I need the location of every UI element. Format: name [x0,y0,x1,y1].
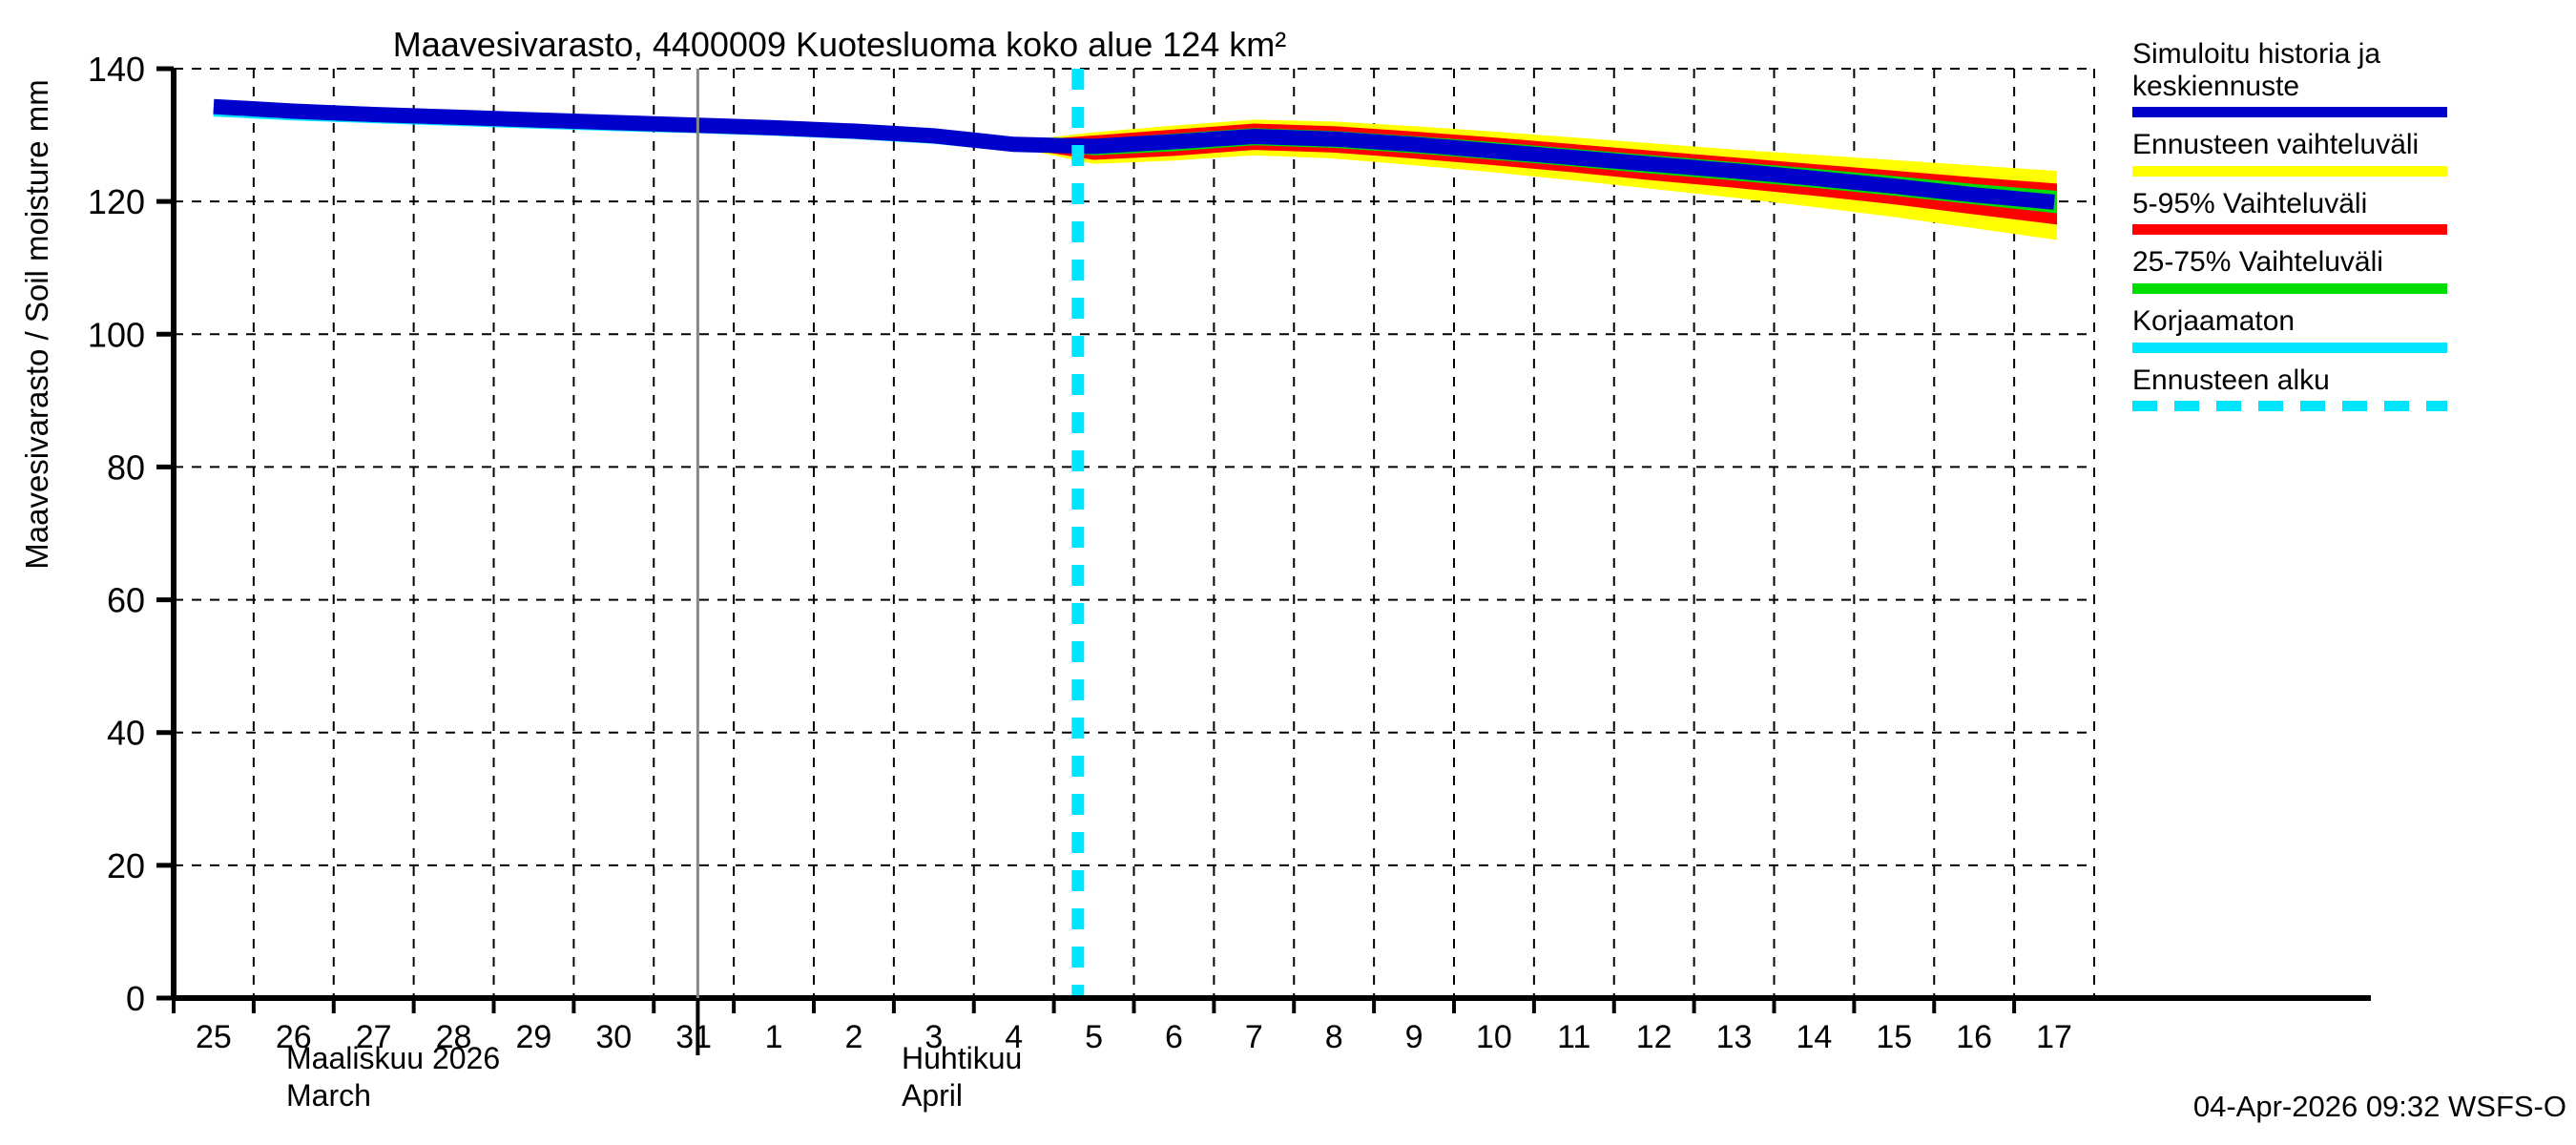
legend-swatch-range-5-95 [2132,224,2447,236]
x-tick-label: 30 [595,1019,632,1055]
x-tick-label: 28 [436,1019,472,1055]
legend-swatch-mean-forecast [2132,107,2447,118]
legend-item-mean-forecast: Simuloitu historia ja keskiennuste [2132,38,2571,118]
legend-label: Ennusteen alku [2132,364,2330,396]
x-tick-label: 12 [1636,1019,1672,1055]
chart-legend: Simuloitu historia ja keskiennuste Ennust… [2132,38,2571,423]
month-label-april: Huhtikuu April [902,1040,1022,1114]
series-line [213,98,2055,210]
x-tick-label: 16 [1956,1019,1992,1055]
x-tick-label: 5 [1085,1019,1103,1055]
legend-item-range-5-95: 5-95% Vaihteluväli [2132,188,2571,236]
x-tick-label: 15 [1876,1019,1912,1055]
x-tick-label: 13 [1716,1019,1753,1055]
y-tick-label: 20 [107,846,145,885]
month-label-en: April [902,1078,964,1114]
legend-swatch-range-25-75 [2132,282,2447,294]
month-label-march: Maaliskuu 2026 March [286,1040,500,1114]
x-tick-label: 2 [844,1019,862,1055]
y-tick-label: 140 [88,50,145,89]
x-tick-label: 10 [1476,1019,1512,1055]
x-tick-label: 25 [196,1019,232,1055]
x-tick-label: 6 [1165,1019,1183,1055]
legend-item-forecast-range: Ennusteen vaihteluväli [2132,129,2571,177]
timestamp: 04-Apr-2026 09:32 WSFS-O [2192,1090,2566,1123]
x-tick-label: 26 [276,1019,312,1055]
x-tick-label: 1 [765,1019,783,1055]
legend-label: Ennusteen vaihteluväli [2132,129,2420,161]
x-tick-label: 8 [1325,1019,1343,1055]
month-label-fi: Maaliskuu 2026 [286,1041,501,1075]
x-tick-label: 4 [1005,1019,1023,1055]
y-tick-label: 60 [107,581,145,620]
y-axis-title: Maavesivarasto / Soil moisture mm [19,79,54,570]
page-title: Maavesivarasto, 4400009 Kuotesluoma koko… [392,25,1287,64]
y-tick-label: 80 [107,448,145,487]
x-tick-label: 29 [516,1019,552,1055]
legend-swatch-forecast-start [2132,401,2447,412]
legend-item-uncorrected: Korjaamaton [2132,305,2571,353]
legend-label: Korjaamaton [2132,304,2296,337]
month-label-fi: Huhtikuu [902,1041,1023,1075]
month-label-en: March [286,1078,371,1114]
x-tick-label: 31 [675,1019,712,1055]
legend-item-forecast-start: Ennusteen alku [2132,364,2571,412]
legend-swatch-uncorrected [2132,342,2447,353]
x-tick-label: 27 [356,1019,392,1055]
y-tick-label: 40 [107,714,145,753]
x-tick-label: 7 [1245,1019,1263,1055]
x-tick-label: 9 [1405,1019,1423,1055]
legend-swatch-forecast-range [2132,165,2447,177]
y-tick-label: 0 [126,979,145,1018]
x-tick-label: 17 [2036,1019,2072,1055]
legend-label: 5-95% Vaihteluväli [2132,187,2368,219]
legend-label: 25-75% Vaihteluväli [2132,246,2383,279]
y-tick-label: 100 [88,315,145,354]
x-tick-label: 11 [1557,1019,1590,1055]
legend-label: Simuloitu historia ja keskiennuste [2132,38,2381,102]
y-tick-label: 120 [88,182,145,221]
x-tick-label: 3 [924,1019,943,1055]
legend-item-range-25-75: 25-75% Vaihteluväli [2132,246,2571,294]
x-tick-label: 14 [1797,1019,1833,1055]
